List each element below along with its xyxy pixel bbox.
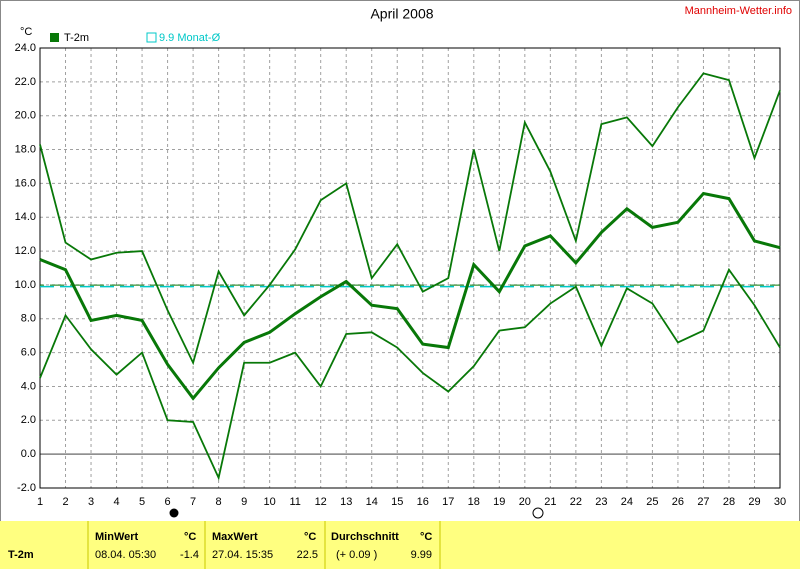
x-tick-label: 18 [468, 496, 480, 508]
x-tick-label: 9 [241, 496, 247, 508]
header: °C [304, 531, 316, 543]
header: Durchschnitt [331, 531, 399, 543]
x-tick-label: 24 [621, 496, 633, 508]
x-tick-label: 25 [646, 496, 658, 508]
x-tick-label: 20 [519, 496, 531, 508]
x-tick-label: 5 [139, 496, 145, 508]
y-tick-label: 8.0 [21, 313, 36, 325]
cell: -1.4 [180, 549, 199, 561]
cell: 9.99 [411, 549, 432, 561]
x-tick-label: 13 [340, 496, 352, 508]
y-tick-label: 14.0 [15, 211, 36, 223]
x-tick-label: 4 [113, 496, 119, 508]
header: MaxWert [212, 531, 258, 543]
cell: (+ 0.09 ) [336, 549, 377, 561]
header: MinWert [95, 531, 139, 543]
header: °C [184, 531, 196, 543]
x-tick-label: 16 [417, 496, 429, 508]
header: °C [420, 531, 432, 543]
row-label: T-2m [8, 549, 34, 561]
x-tick-label: 7 [190, 496, 196, 508]
x-tick-label: 30 [774, 496, 786, 508]
series-line [39, 72, 781, 366]
y-tick-label: 22.0 [15, 76, 36, 88]
y-tick-label: 20.0 [15, 110, 36, 122]
credit: Mannheim-Wetter.info [685, 5, 792, 17]
cell: 27.04. 15:35 [212, 549, 273, 561]
y-tick-label: -2.0 [17, 482, 36, 494]
x-tick-label: 28 [723, 496, 735, 508]
y-tick-label: 0.0 [21, 448, 36, 460]
x-tick-label: 3 [88, 496, 94, 508]
x-tick-label: 26 [672, 496, 684, 508]
y-tick-label: 4.0 [21, 380, 36, 392]
x-tick-label: 27 [697, 496, 709, 508]
legend-swatch [50, 33, 59, 42]
x-tick-label: 10 [264, 496, 276, 508]
y-tick-label: 2.0 [21, 414, 36, 426]
chart-title: April 2008 [370, 6, 433, 22]
y-axis-label: °C [20, 26, 32, 38]
x-tick-label: 17 [442, 496, 454, 508]
x-tick-label: 2 [62, 496, 68, 508]
series-line [39, 191, 781, 401]
stats-table [0, 521, 800, 569]
y-tick-label: 6.0 [21, 347, 36, 359]
x-tick-label: 19 [493, 496, 505, 508]
y-tick-label: 24.0 [15, 42, 36, 54]
x-tick-label: 1 [37, 496, 43, 508]
x-tick-label: 14 [366, 496, 378, 508]
y-tick-label: 10.0 [15, 279, 36, 291]
cell: 22.5 [297, 549, 318, 561]
x-tick-label: 22 [570, 496, 582, 508]
plot-border [39, 47, 781, 489]
new-moon-icon [169, 508, 179, 518]
legend-swatch [146, 32, 157, 43]
x-tick-label: 8 [216, 496, 222, 508]
y-tick-label: 16.0 [15, 177, 36, 189]
x-tick-label: 29 [748, 496, 760, 508]
y-tick-label: 18.0 [15, 143, 36, 155]
x-tick-label: 12 [315, 496, 327, 508]
series-line [39, 267, 781, 481]
x-tick-label: 6 [165, 496, 171, 508]
cell: 08.04. 05:30 [95, 549, 156, 561]
x-tick-label: 15 [391, 496, 403, 508]
legend-label: T-2m [64, 32, 89, 44]
legend-label: 9.9 Monat-Ø [159, 32, 221, 44]
x-tick-label: 23 [595, 496, 607, 508]
x-tick-label: 11 [289, 496, 300, 508]
y-tick-label: 12.0 [15, 245, 36, 257]
x-tick-label: 21 [544, 496, 556, 508]
full-moon-icon [532, 507, 544, 519]
